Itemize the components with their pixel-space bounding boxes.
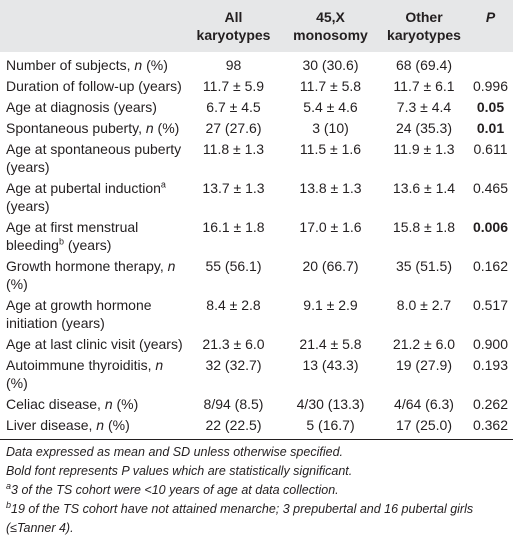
cell-all-karyotypes: 6.7 ± 4.5 xyxy=(206,99,261,115)
cell-45x-monosomy: 17.0 ± 1.6 xyxy=(299,219,362,235)
cell-other-karyotypes: 11.9 ± 1.3 xyxy=(393,141,455,157)
cell-all-karyotypes: 13.7 ± 1.3 xyxy=(202,180,265,196)
cell-all-karyotypes: 16.1 ± 1.8 xyxy=(202,219,265,235)
cell-all-karyotypes: 8.4 ± 2.8 xyxy=(206,297,261,313)
cell-other-karyotypes: 68 (69.4) xyxy=(395,57,453,73)
table-row: Growth hormone therapy, n (%) 55 (56.1) 20… xyxy=(0,256,513,295)
cell-all-karyotypes: 22 (22.5) xyxy=(186,415,281,440)
cell-all-karyotypes: 21.3 ± 6.0 xyxy=(202,336,265,352)
cell-p-value: 0.900 xyxy=(472,336,509,352)
cell-p-value: 0.611 xyxy=(473,141,508,157)
cell-p-value: 0.162 xyxy=(472,258,509,274)
row-label: Age at first menstrual bleedingb (years) xyxy=(6,219,139,253)
cell-p-value: 0.465 xyxy=(472,180,509,196)
table-header: All karyotypes 45,X monosomy Other karyo… xyxy=(0,0,513,52)
cell-45x-monosomy: 4/30 (13.3) xyxy=(296,396,365,412)
table-body: Number of subjects, n (%) 98 30 (30.6) 68 (… xyxy=(0,52,513,440)
cell-all-karyotypes: 8/94 (8.5) xyxy=(203,396,264,412)
table-row: Age at diagnosis (years) 6.7 ± 4.5 5.4 ± 4… xyxy=(0,97,513,118)
cell-other-karyotypes: 13.6 ± 1.4 xyxy=(392,180,456,196)
cell-p-value xyxy=(468,52,513,76)
row-label: Autoimmune thyroiditis, n (%) xyxy=(6,357,164,391)
cell-p-value: 0.05 xyxy=(476,99,505,115)
cell-p-value: 0.01 xyxy=(476,120,505,136)
cell-other-karyotypes: 11.7 ± 6.1 xyxy=(393,78,455,94)
row-label: Liver disease, n (%) xyxy=(0,415,186,440)
cell-other-karyotypes: 15.8 ± 1.8 xyxy=(392,219,456,235)
note-3-sup: a xyxy=(6,480,12,491)
cell-other-karyotypes: 19 (27.9) xyxy=(395,357,453,373)
table-row: Spontaneous puberty, n (%) 27 (27.6) 3 (10… xyxy=(0,118,513,139)
cell-all-karyotypes: 27 (27.6) xyxy=(205,120,262,136)
cell-45x-monosomy: 5.4 ± 4.6 xyxy=(303,99,358,115)
row-label: Celiac disease, n (%) xyxy=(6,396,139,412)
note-1: Data expressed as mean and SD unless oth… xyxy=(6,445,343,459)
cell-45x-monosomy: 11.5 ± 1.6 xyxy=(299,141,362,157)
cell-other-karyotypes: 24 (35.3) xyxy=(395,120,453,136)
cell-45x-monosomy: 13 (43.3) xyxy=(302,357,359,373)
cell-45x-monosomy: 30 (30.6) xyxy=(302,57,359,73)
table-row: Age at growth hormone initiation (years)… xyxy=(0,295,513,334)
table-row: Age at pubertal inductiona (years) 13.7 ±… xyxy=(0,178,513,217)
cell-other-karyotypes: 17 (25.0) xyxy=(380,415,468,440)
header-p-value: P xyxy=(468,0,513,52)
row-label: Age at diagnosis (years) xyxy=(6,99,157,115)
row-label: Age at pubertal inductiona (years) xyxy=(6,179,166,214)
table-row: Age at spontaneous puberty (years) 11.8 ±… xyxy=(0,139,513,178)
cell-45x-monosomy: 20 (66.7) xyxy=(302,258,359,274)
cell-other-karyotypes: 8.0 ± 2.7 xyxy=(396,297,452,313)
note-3-text: 3 of the TS cohort were <10 years of age… xyxy=(11,483,339,497)
note-4-text: 19 of the TS cohort have not attained me… xyxy=(6,502,474,535)
cell-other-karyotypes: 35 (51.5) xyxy=(395,258,453,274)
data-table: All karyotypes 45,X monosomy Other karyo… xyxy=(0,0,513,440)
table-row: Duration of follow-up (years) 11.7 ± 5.9 1… xyxy=(0,76,513,97)
cell-45x-monosomy: 13.8 ± 1.3 xyxy=(299,180,362,196)
table-row: Celiac disease, n (%) 8/94 (8.5) 4/30 (13.… xyxy=(0,394,513,415)
note-4: b19 of the TS cohort have not attained m… xyxy=(6,500,507,538)
cell-45x-monosomy: 11.7 ± 5.8 xyxy=(299,78,362,94)
cell-all-karyotypes: 32 (32.7) xyxy=(205,357,262,373)
note-2: Bold font represents P values which are … xyxy=(6,464,353,478)
cell-all-karyotypes: 98 xyxy=(225,57,242,73)
cell-all-karyotypes: 55 (56.1) xyxy=(205,258,262,274)
cell-p-value: 0.517 xyxy=(472,297,509,313)
header-45x-monosomy: 45,X monosomy xyxy=(281,0,380,52)
cell-p-value: 0.262 xyxy=(472,396,509,412)
cell-other-karyotypes: 4/64 (6.3) xyxy=(394,396,454,412)
cell-p-value: 0.362 xyxy=(468,415,513,440)
table-row: Autoimmune thyroiditis, n (%) 32 (32.7) 13… xyxy=(0,355,513,394)
cell-p-value: 0.996 xyxy=(472,78,509,94)
row-label: Age at last clinic visit (years) xyxy=(6,336,183,352)
table-row: Number of subjects, n (%) 98 30 (30.6) 68 (… xyxy=(0,52,513,76)
cell-p-value: 0.006 xyxy=(472,219,509,235)
row-label: Age at growth hormone initiation (years) xyxy=(6,297,152,331)
header-other-karyotypes: Other karyotypes xyxy=(380,0,468,52)
cell-45x-monosomy: 3 (10) xyxy=(312,120,349,136)
row-label: Number of subjects, n (%) xyxy=(6,57,168,73)
row-label: Duration of follow-up (years) xyxy=(6,78,182,94)
header-all-karyotypes: All karyotypes xyxy=(186,0,281,52)
table-notes: Data expressed as mean and SD unless oth… xyxy=(0,440,513,538)
cell-45x-monosomy: 9.1 ± 2.9 xyxy=(303,297,358,313)
cell-other-karyotypes: 7.3 ± 4.4 xyxy=(396,99,452,115)
cell-45x-monosomy: 21.4 ± 5.8 xyxy=(299,336,362,352)
table-row: Liver disease, n (%) 22 (22.5) 5 (16.7) 17 … xyxy=(0,415,513,440)
row-label: Spontaneous puberty, n (%) xyxy=(6,120,180,136)
cell-all-karyotypes: 11.7 ± 5.9 xyxy=(202,78,265,94)
row-label: Age at spontaneous puberty (years) xyxy=(6,141,182,175)
cell-p-value: 0.193 xyxy=(472,357,509,373)
cell-other-karyotypes: 21.2 ± 6.0 xyxy=(392,336,456,352)
cell-45x-monosomy: 5 (16.7) xyxy=(281,415,380,440)
row-label: Growth hormone therapy, n (%) xyxy=(6,258,176,292)
cell-all-karyotypes: 11.8 ± 1.3 xyxy=(202,141,265,157)
table-row: Age at first menstrual bleedingb (years)… xyxy=(0,217,513,256)
note-3: a3 of the TS cohort were <10 years of ag… xyxy=(6,481,507,500)
note-4-sup: b xyxy=(6,499,12,510)
header-blank xyxy=(0,0,186,52)
table-row: Age at last clinic visit (years) 21.3 ± 6… xyxy=(0,334,513,355)
